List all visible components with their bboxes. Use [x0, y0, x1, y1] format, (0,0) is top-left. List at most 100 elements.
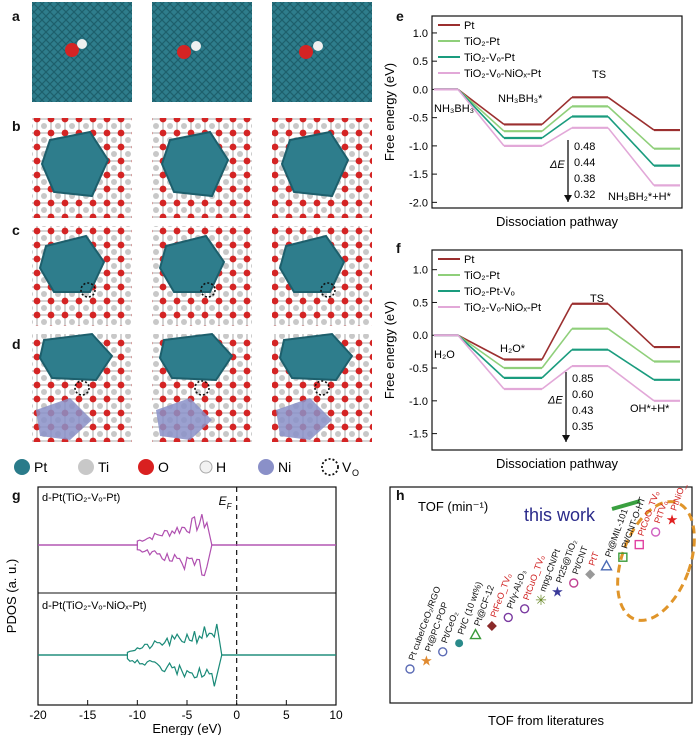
marker	[455, 639, 464, 648]
marker	[600, 559, 613, 571]
connector	[457, 88, 505, 126]
chart-g-pdos: -20 -15 -10 -5 0 5 10 Energy (eV) PDOS (a. u.) E F…	[4, 486, 343, 735]
state-label: OH*+H*	[630, 403, 670, 415]
x-axis-label: Energy (eV)	[152, 721, 221, 735]
series-3	[434, 88, 680, 187]
marker	[469, 628, 482, 640]
chart-title: TOF (min⁻¹)	[418, 499, 488, 514]
x-axis-label: Dissociation pathway	[496, 456, 619, 471]
state-label: NH₃BH₃*	[498, 93, 543, 105]
marker: ✳	[535, 592, 547, 608]
point-16: ★PtNiO_TVₒ	[666, 485, 693, 527]
x-axis-label: Dissociation pathway	[496, 214, 619, 229]
y-tick-label: -1.0	[409, 396, 428, 408]
structure-a-3	[272, 2, 372, 102]
connector	[541, 96, 573, 126]
state-label: H₂O*	[500, 343, 526, 355]
pdos-top-up	[38, 514, 336, 546]
series-label-top: d-Pt(TiO₂-Vₒ-Pt)	[42, 492, 120, 504]
series-label-bottom: d-Pt(TiO₂-Vₒ-NiOₓ-Pt)	[42, 600, 147, 612]
x-tick-label: -10	[129, 708, 147, 722]
pdos-bottom-down	[38, 654, 336, 687]
connector	[541, 127, 573, 147]
panel-label-a: a	[12, 8, 20, 24]
x-tick-label: 0	[233, 708, 240, 722]
legend-entry: TiO₂-Vₒ-Pt	[464, 52, 515, 64]
y-tick-label: -1.5	[409, 429, 428, 441]
barrier-value: 0.44	[574, 157, 595, 169]
connector	[541, 328, 573, 369]
barrier-value: 0.85	[572, 373, 593, 385]
y-tick-label: 0.5	[413, 56, 428, 68]
marker: ★	[551, 584, 564, 600]
barrier-arrow-head	[564, 195, 572, 202]
legend-pt-label: Pt	[34, 459, 47, 475]
legend-entry: TiO₂-Pt	[464, 36, 500, 48]
barrier-value: 0.43	[572, 405, 593, 417]
connector	[541, 349, 573, 379]
panel-label-b: b	[12, 118, 21, 134]
connector	[457, 334, 505, 379]
panel-label-f: f	[396, 240, 401, 256]
point-11: PtT	[585, 550, 601, 580]
marker	[618, 552, 628, 562]
fermi-label: E	[219, 494, 228, 508]
highlight-arrow	[611, 499, 641, 511]
point-label: PtT	[587, 550, 601, 567]
state-label: H₂O	[434, 349, 455, 361]
y-tick-label: -2.0	[409, 197, 428, 209]
y-tick-label: 0.0	[413, 84, 428, 96]
barrier-value: 0.32	[574, 189, 595, 201]
structure-a-1	[32, 2, 132, 102]
barrier-value: 0.35	[572, 421, 593, 433]
legend-entry: Pt	[464, 254, 474, 266]
connector	[607, 115, 655, 167]
connector	[541, 303, 573, 360]
marker	[503, 612, 513, 623]
plot-frame	[431, 249, 683, 451]
connector	[607, 365, 655, 402]
legend-ni-label: Ni	[278, 459, 291, 475]
chart-e-free-energy: 1.0 0.5 0.0 -0.5 -1.0 -1.5 -2.0 Free energy (eV…	[382, 15, 683, 229]
state-label: TS	[590, 293, 604, 305]
chart-f-free-energy: 1.0 0.5 0.0 -0.5 -1.0 -1.5 Free energy (eV) Dis…	[382, 249, 683, 471]
connector	[607, 105, 655, 150]
marker	[405, 664, 415, 674]
point-label: PtNiO_TVₒ	[668, 485, 693, 512]
plot-frame	[389, 486, 693, 704]
pdos-bottom-up	[38, 623, 336, 656]
connector	[541, 115, 573, 139]
y-axis-label: Free energy (eV)	[382, 63, 397, 161]
row-a	[32, 2, 372, 102]
panel-label-c: c	[12, 222, 20, 238]
row-d	[32, 332, 372, 442]
panel-label-h: h	[396, 487, 405, 503]
barrier-arrow-head	[562, 435, 570, 442]
connector	[541, 105, 573, 132]
row-b	[32, 118, 372, 218]
legend-h: H	[199, 459, 226, 475]
x-tick-label: 10	[329, 708, 343, 722]
series-1	[434, 327, 680, 370]
y-axis-label: PDOS (a. u.)	[4, 559, 19, 633]
y-axis-label: Free energy (eV)	[382, 301, 397, 399]
legend-o-label: O	[158, 459, 169, 475]
legend-h-label: H	[216, 459, 226, 475]
y-tick-label: -1.0	[409, 141, 428, 153]
connector	[607, 328, 655, 363]
marker	[438, 647, 448, 657]
x-axis-label: TOF from literatures	[488, 713, 605, 728]
legend-ti: Ti	[78, 459, 109, 475]
legend-entry: Pt	[464, 20, 474, 32]
connector	[457, 334, 505, 390]
legend-pt: Pt	[14, 459, 47, 475]
connector	[607, 303, 655, 348]
chart-h-tof: TOF (min⁻¹) TOF from literatures this work…	[389, 485, 696, 728]
legend-vo-sub: O	[352, 468, 359, 478]
legend-ti-label: Ti	[98, 459, 109, 475]
y-tick-label: 1.0	[413, 28, 428, 40]
marker	[519, 604, 530, 614]
connector	[607, 96, 655, 131]
plot-frame	[37, 486, 337, 706]
